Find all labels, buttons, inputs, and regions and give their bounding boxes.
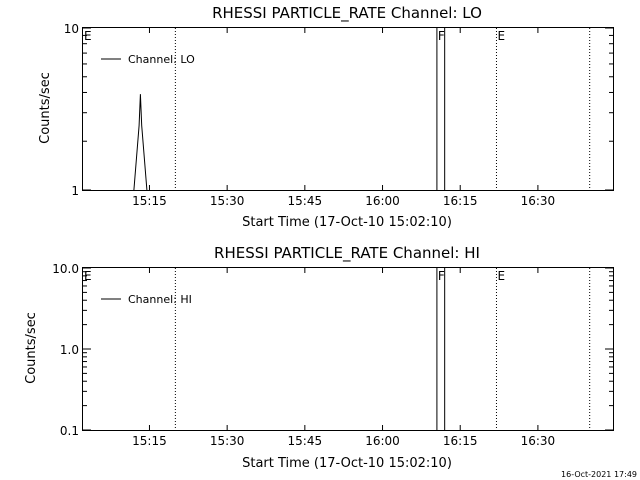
lo-legend-label: Channel: LO bbox=[128, 53, 195, 66]
hi-x-tick-label: 16:15 bbox=[443, 434, 478, 448]
hi-legend-label: Channel: HI bbox=[128, 293, 192, 306]
hi-y-tick-label: 1.0 bbox=[60, 343, 79, 357]
lo-event-marker-label: E bbox=[497, 29, 505, 43]
lo-x-tick-label: 15:15 bbox=[132, 194, 167, 208]
hi-y-tick-label: 0.1 bbox=[60, 424, 79, 438]
lo-chart-title: RHESSI PARTICLE_RATE Channel: LO bbox=[212, 4, 482, 23]
lo-y-tick-label: 1 bbox=[71, 184, 79, 198]
hi-x-tick-label: 16:00 bbox=[365, 434, 400, 448]
hi-y-axis-label: Counts/sec bbox=[24, 312, 39, 384]
hi-plot-area: 15:15 15:30 15:45 16:00 16:15 16:30 0.1 1.0 10.0… bbox=[52, 262, 613, 448]
lo-y-tick-label: 10 bbox=[64, 22, 79, 36]
lo-plot-frame bbox=[82, 27, 614, 191]
lo-x-tick-label: 16:00 bbox=[365, 194, 400, 208]
lo-plot-area: 15:15 15:30 15:45 16:00 16:15 16:30 1 10 E F E Chan… bbox=[64, 22, 613, 208]
footer-timestamp: 16-Oct-2021 17:49 bbox=[561, 470, 637, 479]
lo-x-tick-label: 16:15 bbox=[443, 194, 478, 208]
lo-x-tick-label: 16:30 bbox=[521, 194, 556, 208]
lo-x-axis-label: Start Time (17-Oct-10 15:02:10) bbox=[242, 215, 452, 230]
hi-plot-frame bbox=[82, 267, 614, 431]
lo-event-marker-label: F bbox=[438, 29, 445, 43]
hi-x-tick-label: 15:15 bbox=[132, 434, 167, 448]
lo-y-axis-label: Counts/sec bbox=[38, 72, 53, 144]
lo-x-tick-label: 15:45 bbox=[288, 194, 323, 208]
hi-x-tick-label: 15:45 bbox=[288, 434, 323, 448]
lo-event-marker-label: E bbox=[84, 29, 92, 43]
hi-x-axis-label: Start Time (17-Oct-10 15:02:10) bbox=[242, 456, 452, 471]
hi-chart-title: RHESSI PARTICLE_RATE Channel: HI bbox=[214, 244, 480, 263]
hi-x-tick-label: 16:30 bbox=[521, 434, 556, 448]
hi-event-marker-label: E bbox=[84, 269, 92, 283]
hi-event-marker-label: F bbox=[438, 269, 445, 283]
hi-x-tick-label: 15:30 bbox=[210, 434, 245, 448]
hi-y-tick-label: 10.0 bbox=[52, 262, 79, 276]
hi-event-marker-label: E bbox=[497, 269, 505, 283]
lo-series-line bbox=[133, 94, 148, 191]
lo-x-tick-label: 15:30 bbox=[210, 194, 245, 208]
lo-channel-panel: RHESSI PARTICLE_RATE Channel: LO Counts/… bbox=[38, 4, 614, 230]
hi-channel-panel: RHESSI PARTICLE_RATE Channel: HI Counts/… bbox=[24, 244, 614, 471]
